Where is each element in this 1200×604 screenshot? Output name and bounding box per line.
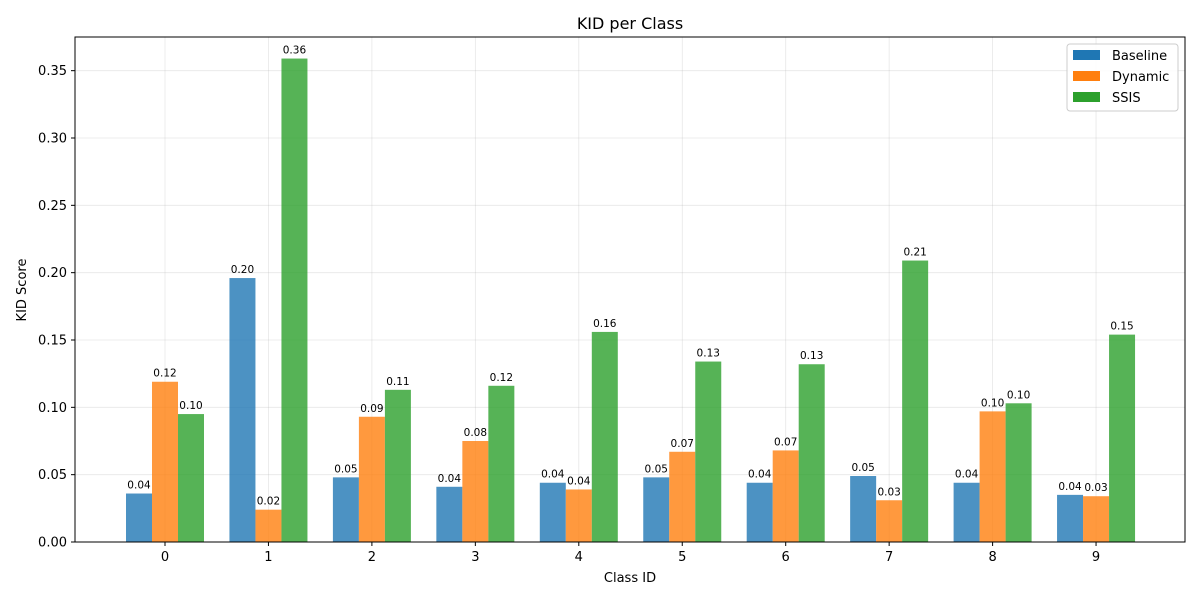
bar-ssis-class-4 xyxy=(591,331,618,542)
bar-baseline-class-1 xyxy=(229,278,256,542)
bar-label-dynamic-class-5: 0.07 xyxy=(671,438,694,450)
bar-label-ssis-class-8: 0.10 xyxy=(1007,389,1030,401)
legend-label-ssis: SSIS xyxy=(1112,91,1141,106)
bar-label-ssis-class-1: 0.36 xyxy=(283,45,307,57)
bar-label-dynamic-class-9: 0.03 xyxy=(1084,482,1107,494)
bar-dynamic-class-4 xyxy=(565,489,592,542)
bar-baseline-class-2 xyxy=(332,477,359,542)
bar-dynamic-class-7 xyxy=(876,500,903,542)
bars xyxy=(126,58,1136,543)
bar-label-ssis-class-2: 0.11 xyxy=(386,376,409,388)
legend: Baseline Dynamic SSIS xyxy=(1066,43,1179,112)
plot-frame xyxy=(74,36,1186,543)
bar-ssis-class-7 xyxy=(902,260,929,542)
bar-dynamic-class-2 xyxy=(358,416,385,542)
x-axis-label: Class ID xyxy=(604,571,656,586)
x-tick-label: 0 xyxy=(161,550,169,565)
bar-ssis-class-6 xyxy=(798,364,825,542)
bar-baseline-class-6 xyxy=(746,482,773,542)
legend-swatch-baseline xyxy=(1073,50,1100,60)
x-tick-label: 3 xyxy=(471,550,479,565)
bar-dynamic-class-0 xyxy=(152,381,178,542)
legend-label-dynamic: Dynamic xyxy=(1112,70,1169,85)
legend-swatch-ssis xyxy=(1073,92,1100,102)
bar-label-baseline-class-6: 0.04 xyxy=(748,469,772,481)
bar-ssis-class-0 xyxy=(178,414,204,542)
bar-ssis-class-1 xyxy=(281,58,308,543)
bar-label-baseline-class-8: 0.04 xyxy=(955,469,979,481)
y-axis-label: KID Score xyxy=(15,259,30,322)
x-axis: 0 1 2 3 4 5 6 7 8 9 xyxy=(161,542,1100,565)
y-tick-label: 0.00 xyxy=(38,536,67,551)
bar-label-dynamic-class-3: 0.08 xyxy=(464,427,487,439)
y-tick-label: 0.10 xyxy=(38,401,67,416)
y-tick-label: 0.25 xyxy=(38,199,67,214)
x-tick-label: 8 xyxy=(988,550,996,565)
bar-dynamic-class-6 xyxy=(772,450,799,542)
y-tick-label: 0.05 xyxy=(38,468,67,483)
bar-label-ssis-class-9: 0.15 xyxy=(1110,321,1133,333)
bar-ssis-class-2 xyxy=(384,389,411,542)
bar-baseline-class-7 xyxy=(850,476,877,542)
bar-dynamic-class-8 xyxy=(979,411,1006,542)
bar-dynamic-class-1 xyxy=(255,509,282,542)
bar-label-ssis-class-4: 0.16 xyxy=(593,318,617,330)
bar-baseline-class-9 xyxy=(1057,494,1084,542)
bar-label-dynamic-class-6: 0.07 xyxy=(774,436,797,448)
bar-labels: 0.040.200.050.04 0.04 0.05 0.040.050.040.04… xyxy=(127,45,1133,508)
bar-label-baseline-class-2: 0.05 xyxy=(334,463,357,475)
bar-label-baseline-class-3: 0.04 xyxy=(438,473,462,485)
bar-label-dynamic-class-8: 0.10 xyxy=(981,397,1004,409)
bar-dynamic-class-5 xyxy=(669,451,696,542)
bar-label-ssis-class-0: 0.10 xyxy=(179,400,202,412)
bar-ssis-class-3 xyxy=(488,385,515,542)
y-axis: 0.00 0.05 0.10 0.15 0.20 0.25 0.30 0.35 xyxy=(38,64,75,551)
y-tick-label: 0.20 xyxy=(38,266,67,281)
bar-label-dynamic-class-0: 0.12 xyxy=(153,368,176,380)
bar-label-ssis-class-7: 0.21 xyxy=(903,247,926,259)
x-tick-label: 6 xyxy=(782,550,790,565)
x-tick-label: 5 xyxy=(678,550,686,565)
y-tick-label: 0.15 xyxy=(38,334,67,349)
bar-dynamic-class-9 xyxy=(1083,496,1110,542)
y-tick-label: 0.35 xyxy=(38,64,67,79)
bar-label-baseline-class-7: 0.05 xyxy=(851,462,874,474)
bar-label-ssis-class-6: 0.13 xyxy=(800,350,823,362)
bar-dynamic-class-3 xyxy=(462,441,489,542)
bar-baseline-class-3 xyxy=(436,486,463,542)
bar-baseline-class-8 xyxy=(953,482,980,542)
bar-label-dynamic-class-4: 0.04 xyxy=(567,475,591,487)
bar-label-baseline-class-4: 0.04 xyxy=(541,469,565,481)
bar-label-dynamic-class-1: 0.02 xyxy=(257,496,280,508)
chart-title: KID per Class xyxy=(577,14,683,33)
bar-label-baseline-class-9: 0.04 xyxy=(1058,481,1082,493)
legend-swatch-dynamic xyxy=(1073,71,1100,81)
bar-ssis-class-5 xyxy=(695,361,722,542)
bar-label-baseline-class-5: 0.05 xyxy=(645,463,668,475)
bar-label-baseline-class-1: 0.20 xyxy=(231,264,254,276)
y-tick-label: 0.30 xyxy=(38,132,67,147)
bar-baseline-class-4 xyxy=(539,482,566,542)
bar-baseline-class-0 xyxy=(126,493,152,542)
legend-label-baseline: Baseline xyxy=(1112,49,1167,64)
x-tick-label: 2 xyxy=(368,550,376,565)
x-tick-label: 9 xyxy=(1092,550,1100,565)
bar-ssis-class-9 xyxy=(1109,334,1136,542)
bar-ssis-class-8 xyxy=(1005,403,1032,542)
x-tick-label: 7 xyxy=(885,550,893,565)
bar-baseline-class-5 xyxy=(643,477,670,542)
x-tick-label: 1 xyxy=(264,550,272,565)
bar-label-baseline-class-0: 0.04 xyxy=(127,480,151,492)
bar-label-dynamic-class-2: 0.09 xyxy=(360,403,383,415)
bar-label-ssis-class-3: 0.12 xyxy=(490,372,513,384)
bar-label-dynamic-class-7: 0.03 xyxy=(877,486,900,498)
bar-label-ssis-class-5: 0.13 xyxy=(697,348,720,360)
x-tick-label: 4 xyxy=(575,550,583,565)
